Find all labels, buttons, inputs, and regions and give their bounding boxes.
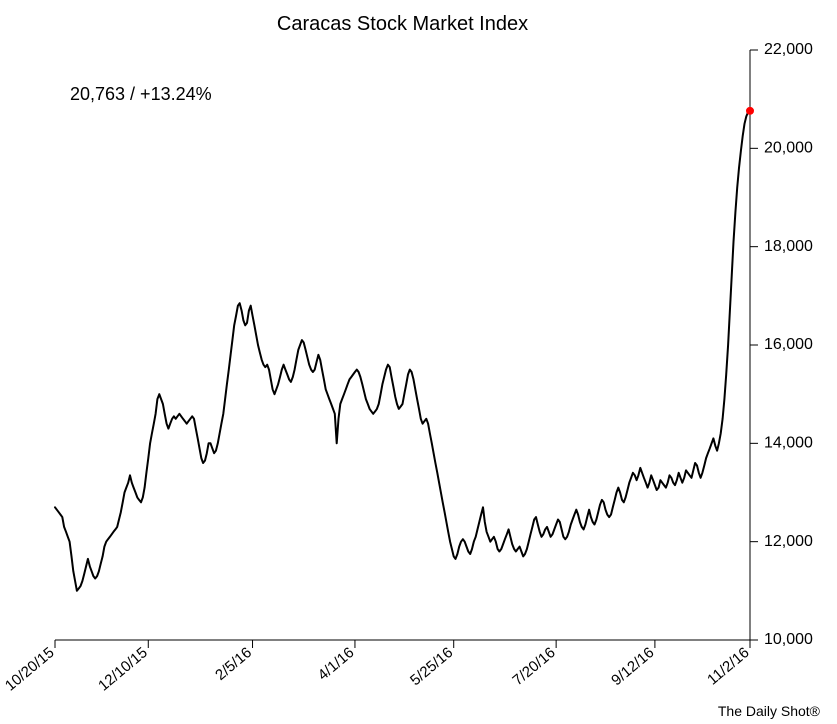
chart-stat: 20,763 / +13.24% — [70, 84, 212, 104]
ytick-label: 14,000 — [764, 435, 813, 452]
xtick-label: 7/20/16 — [509, 644, 558, 689]
xtick-label: 11/2/16 — [704, 644, 752, 688]
xtick-label: 5/25/16 — [407, 644, 456, 689]
xtick-label: 12/10/15 — [95, 644, 151, 695]
chart-container: Caracas Stock Market Index 20,763 / +13.2… — [0, 0, 837, 724]
ytick-label: 10,000 — [764, 631, 813, 648]
ytick-label: 16,000 — [764, 336, 813, 353]
ytick-label: 20,000 — [764, 140, 813, 157]
chart-title: Caracas Stock Market Index — [277, 13, 528, 35]
xtick-label: 9/12/16 — [608, 644, 657, 689]
ytick-label: 18,000 — [764, 238, 813, 255]
xtick-label: 2/5/16 — [212, 644, 255, 684]
chart-svg: Caracas Stock Market Index 20,763 / +13.2… — [0, 0, 837, 724]
ytick-label: 12,000 — [764, 533, 813, 550]
ytick-label: 22,000 — [764, 41, 813, 58]
xtick-label: 4/1/16 — [315, 644, 358, 684]
last-point-marker — [746, 107, 754, 115]
xtick-label: 10/20/15 — [2, 644, 58, 695]
price-line — [55, 111, 750, 591]
source-credit: The Daily Shot® — [718, 703, 821, 719]
